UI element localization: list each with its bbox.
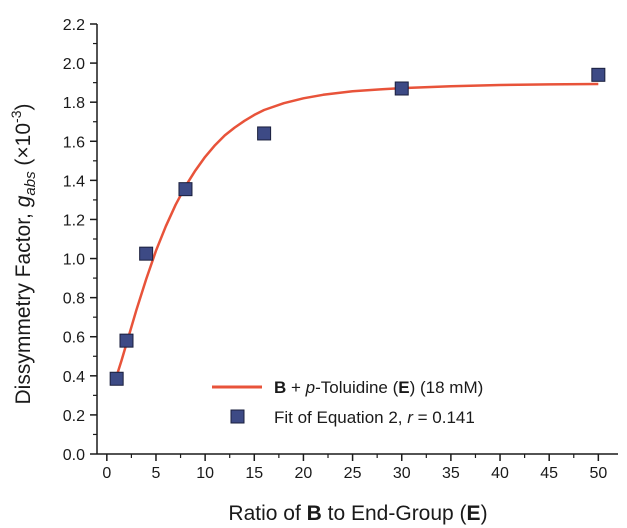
legend-label-part: E: [398, 378, 409, 397]
x-tick-label: 5: [152, 465, 161, 482]
y-axis-title-open: (×10: [12, 123, 35, 171]
legend-marker-swatch: [230, 409, 245, 424]
x-axis-title-middle: to End-Group (: [322, 502, 467, 525]
x-tick-label: 20: [295, 465, 313, 482]
legend-line-label: B + p-Toluidine (E) (18 mM): [274, 378, 483, 397]
legend-label-part: r: [407, 408, 414, 427]
y-tick-label: 0.2: [63, 408, 85, 425]
legend-marker-label: Fit of Equation 2, r = 0.141: [274, 408, 475, 427]
legend-label-part: ) (18 mM): [410, 378, 484, 397]
x-tick-label: 45: [540, 465, 558, 482]
x-tick-label: 30: [393, 465, 411, 482]
x-tick-label: 10: [196, 465, 214, 482]
x-axis-title-prefix: Ratio of: [228, 502, 306, 525]
data-point-marker: [257, 126, 272, 141]
legend-label-part: p: [305, 378, 315, 397]
y-axis-title-sup: -3: [8, 110, 24, 123]
y-axis-title-g: g: [12, 195, 35, 207]
legend-label-part: B: [274, 378, 286, 397]
x-axis-title: Ratio of B to End-Group (E): [228, 502, 487, 525]
y-axis-title-prefix: Dissymmetry Factor,: [12, 207, 35, 404]
x-tick-label: 35: [442, 465, 460, 482]
y-tick-label: 1.4: [63, 173, 85, 190]
x-tick-label: 0: [102, 465, 111, 482]
y-ticks: 0.0 0.2 0.4 0.6 0.8 1.0 1.2 1.4 1.6 1.8 2.0 2.2: [63, 17, 97, 464]
x-axis-title-b: B: [307, 502, 322, 525]
legend: B + p-Toluidine (E) (18 mM) Fit of Equat…: [212, 378, 483, 427]
data-point-marker: [139, 246, 154, 261]
y-axis-title-close: ): [12, 104, 35, 111]
y-tick-label: 0.8: [63, 291, 85, 308]
y-tick-label: 0.6: [63, 330, 85, 347]
x-tick-label: 25: [344, 465, 362, 482]
y-axis-title-sub: abs: [22, 171, 39, 196]
y-tick-label: 0.4: [63, 369, 85, 386]
x-ticks: 0 5 10 15 20 25 30 35 40 45 50: [102, 454, 607, 482]
x-tick-label: 15: [245, 465, 263, 482]
legend-label-part: -Toluidine (: [315, 378, 398, 397]
y-tick-label: 1.8: [63, 95, 85, 112]
y-tick-label: 1.2: [63, 212, 85, 229]
y-axis-title: Dissymmetry Factor, gabs (×10-3): [8, 104, 39, 405]
y-tick-label: 2.2: [63, 17, 85, 34]
x-axis-title-suffix: ): [481, 502, 488, 525]
y-tick-label: 1.6: [63, 134, 85, 151]
fit-curve: [115, 82, 599, 377]
data-point-marker: [394, 81, 409, 96]
data-point-marker: [119, 333, 134, 348]
y-tick-label: 2.0: [63, 56, 85, 73]
legend-label-part: = 0.141: [413, 408, 475, 427]
y-tick-label: 1.0: [63, 252, 85, 269]
legend-label-part: Fit of Equation 2,: [274, 408, 407, 427]
marker-series: [109, 67, 606, 386]
data-point-marker: [178, 182, 193, 197]
x-axis-title-e: E: [467, 502, 481, 525]
x-tick-label: 40: [491, 465, 509, 482]
fit-line-series: [115, 82, 599, 377]
data-point-marker: [109, 371, 124, 386]
x-tick-label: 50: [589, 465, 607, 482]
y-tick-label: 0.0: [63, 447, 85, 464]
data-point-marker: [591, 67, 606, 82]
legend-label-part: +: [286, 378, 305, 397]
